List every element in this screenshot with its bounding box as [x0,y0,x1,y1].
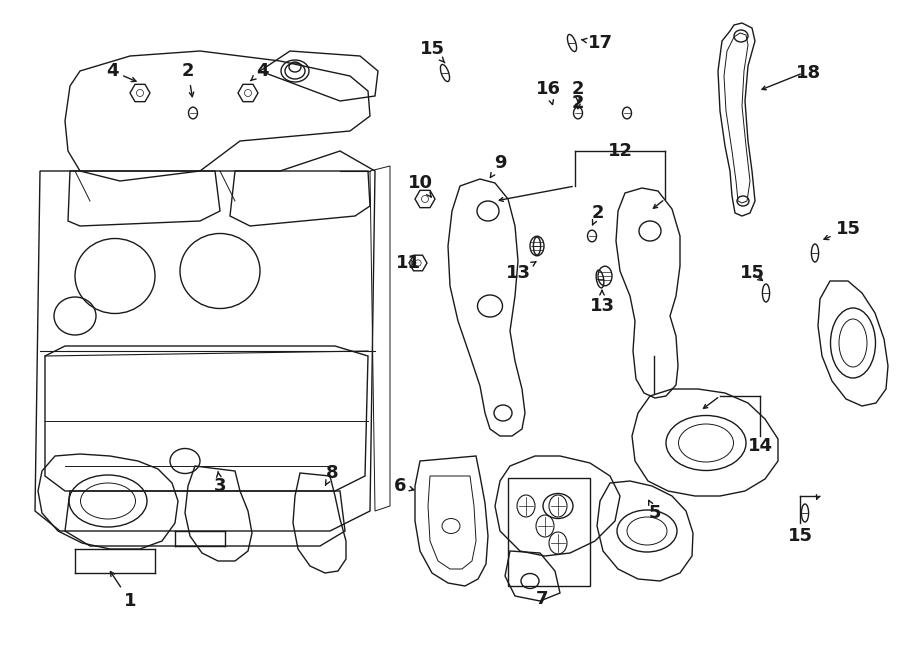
Text: 17: 17 [581,34,613,52]
Text: 4: 4 [106,62,136,81]
Text: 13: 13 [590,290,615,315]
Text: 15: 15 [419,40,445,63]
Text: 16: 16 [536,80,561,104]
Text: 3: 3 [214,471,226,495]
Text: 2: 2 [572,94,584,112]
Text: 9: 9 [491,154,506,178]
Text: 1: 1 [111,572,136,610]
Text: 6: 6 [394,477,414,495]
Text: 13: 13 [506,262,536,282]
Text: 11: 11 [395,254,420,272]
Text: 18: 18 [796,64,821,82]
Text: 5: 5 [649,500,662,522]
Text: 2: 2 [592,204,604,225]
Text: 14: 14 [748,437,772,455]
Text: 15: 15 [788,527,813,545]
Text: 4: 4 [251,62,268,81]
Text: 12: 12 [608,142,633,160]
Text: 15: 15 [824,220,860,239]
Text: 15: 15 [740,264,764,282]
Text: 2: 2 [572,80,584,102]
Text: 10: 10 [408,174,433,197]
Text: 2: 2 [182,62,194,97]
Bar [508,478,590,586]
Text: 7: 7 [536,590,548,608]
Text: 8: 8 [326,464,338,485]
